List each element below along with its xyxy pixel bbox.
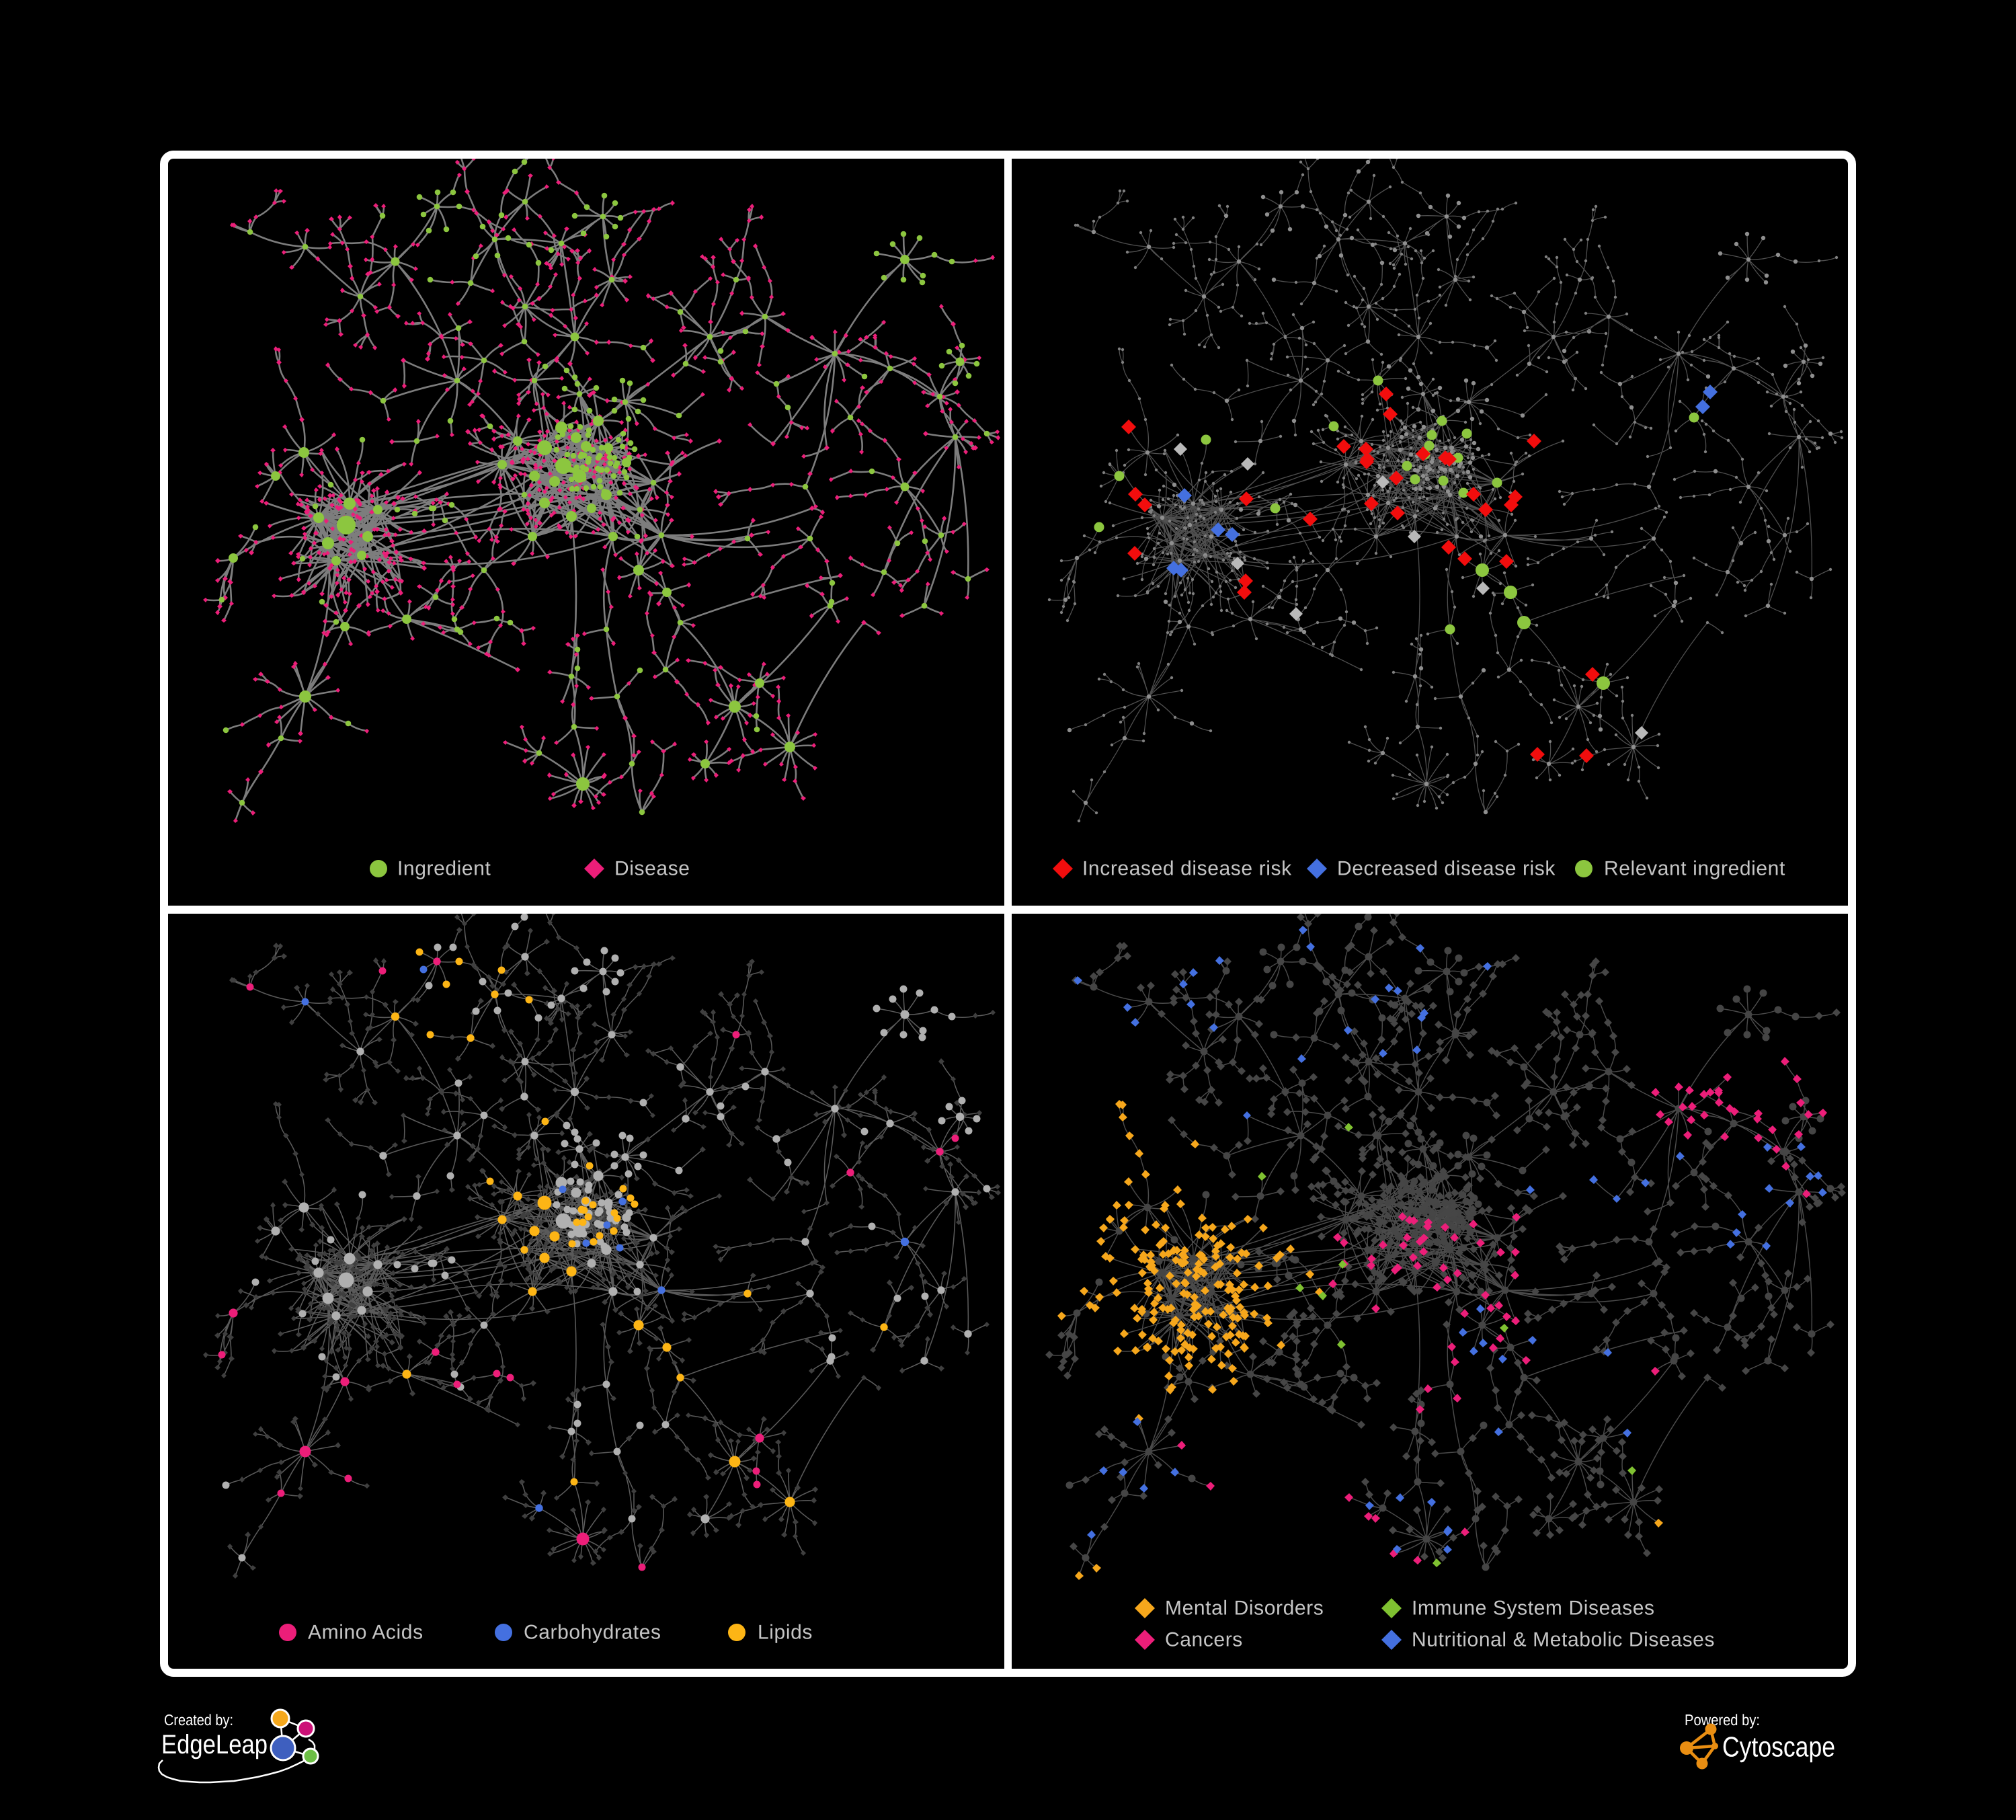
svg-text:EdgeLeap: EdgeLeap [161, 1730, 268, 1759]
svg-text:Disease: Disease [614, 858, 690, 880]
svg-text:Cancers: Cancers [1165, 1629, 1243, 1651]
svg-text:Ingredient: Ingredient [397, 858, 491, 880]
svg-text:Decreased disease risk: Decreased disease risk [1337, 858, 1556, 880]
svg-text:Carbohydrates: Carbohydrates [524, 1622, 661, 1644]
svg-text:Mental Disorders: Mental Disorders [1165, 1597, 1324, 1620]
svg-text:Created by:: Created by: [164, 1711, 233, 1729]
svg-text:Immune System Diseases: Immune System Diseases [1412, 1597, 1655, 1620]
svg-text:Relevant ingredient: Relevant ingredient [1604, 858, 1785, 880]
svg-text:Cytoscape: Cytoscape [1722, 1731, 1835, 1763]
svg-text:Amino Acids: Amino Acids [308, 1622, 424, 1644]
svg-text:Powered by:: Powered by: [1685, 1711, 1760, 1729]
svg-text:Increased disease risk: Increased disease risk [1082, 858, 1292, 880]
svg-text:Nutritional & Metabolic Diseas: Nutritional & Metabolic Diseases [1412, 1629, 1715, 1651]
svg-text:Lipids: Lipids [758, 1622, 813, 1644]
